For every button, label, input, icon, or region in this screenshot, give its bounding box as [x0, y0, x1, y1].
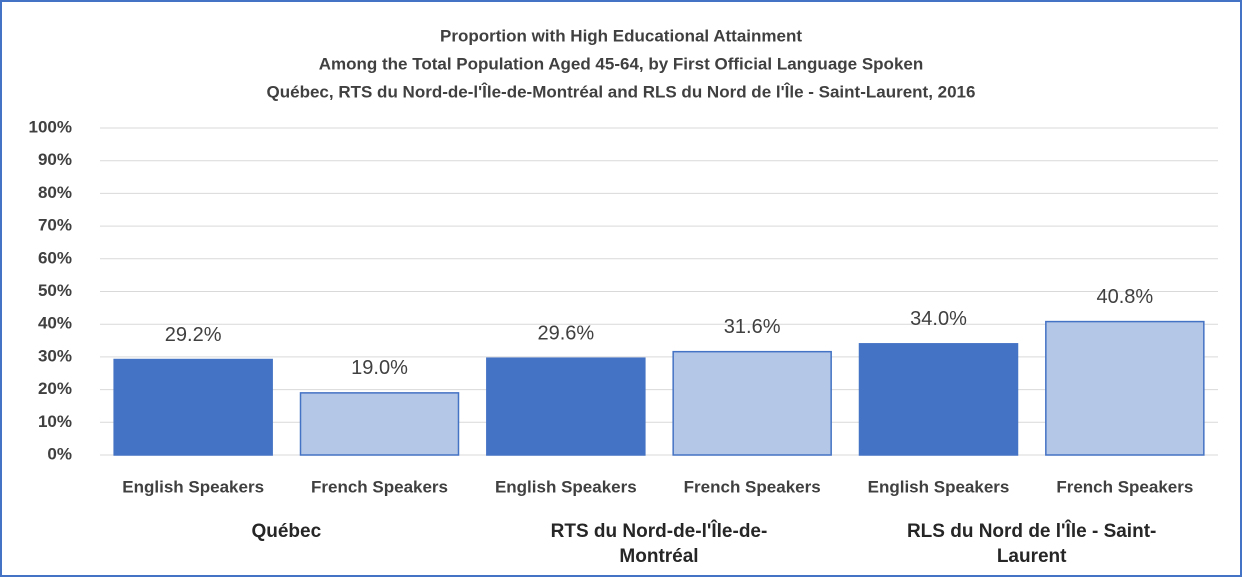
bar: [299, 392, 460, 456]
y-tick-label: 90%: [38, 150, 72, 169]
y-tick-label: 50%: [38, 281, 72, 300]
y-tick-label: 100%: [29, 117, 72, 136]
data-label: 40.8%: [1096, 286, 1153, 308]
bar: [672, 350, 832, 456]
y-tick-label: 70%: [38, 216, 72, 235]
y-tick-label: 20%: [38, 379, 72, 398]
chart-title: Among the Total Population Aged 45-64, b…: [319, 54, 924, 73]
data-label: 34.0%: [910, 308, 967, 330]
bar: [1045, 320, 1205, 456]
y-tick-label: 30%: [38, 346, 72, 365]
x-tick-label: French Speakers: [1056, 477, 1193, 496]
x-tick-label: French Speakers: [684, 477, 821, 496]
x-tick-label: English Speakers: [495, 477, 637, 496]
group-label: RTS du Nord-de-l'Île-de-Montréal: [550, 521, 768, 567]
bar: [113, 358, 273, 456]
y-tick-label: 40%: [38, 314, 72, 333]
chart-title: Proportion with High Educational Attainm…: [440, 26, 802, 45]
y-tick-label: 60%: [38, 248, 72, 267]
y-tick-label: 10%: [38, 412, 72, 431]
x-tick-label: French Speakers: [311, 477, 448, 496]
y-tick-label: 80%: [38, 183, 72, 202]
data-label: 29.2%: [165, 324, 222, 346]
group-label: RLS du Nord de l'Île - Saint-Laurent: [906, 521, 1157, 567]
x-tick-label: English Speakers: [868, 477, 1010, 496]
y-tick-label: 0%: [47, 444, 72, 463]
data-label: 29.6%: [537, 322, 594, 344]
data-label: 19.0%: [351, 357, 408, 379]
bar: [486, 357, 646, 456]
data-label: 31.6%: [724, 316, 781, 338]
x-tick-label: English Speakers: [122, 477, 264, 496]
chart-title: Québec, RTS du Nord-de-l'Île-de-Montréal…: [267, 82, 976, 101]
bar: [858, 343, 1019, 456]
group-label: Québec: [251, 521, 322, 542]
